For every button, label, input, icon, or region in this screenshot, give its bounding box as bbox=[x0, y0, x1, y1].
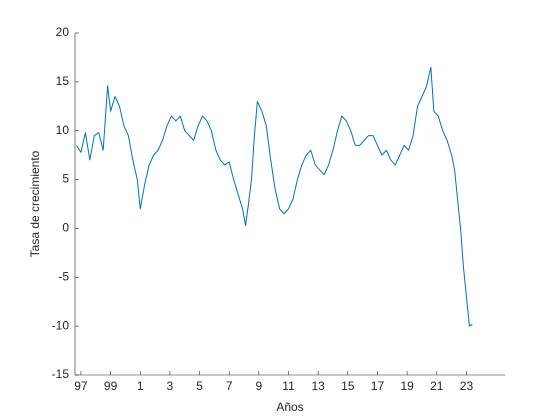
x-tick-label: 21 bbox=[430, 379, 444, 393]
x-tick-label: 97 bbox=[74, 379, 88, 393]
y-axis-label: Tasa de crecimiento bbox=[28, 150, 42, 257]
x-tick-label: 23 bbox=[460, 379, 474, 393]
x-tick-label: 11 bbox=[282, 379, 295, 393]
x-tick-label: 3 bbox=[167, 379, 174, 393]
x-tick-label: 7 bbox=[226, 379, 233, 393]
y-tick-label: 10 bbox=[56, 123, 70, 137]
y-tick-label: 0 bbox=[62, 221, 69, 235]
x-tick-label: 17 bbox=[371, 379, 385, 393]
y-tick-label: 5 bbox=[62, 172, 69, 186]
x-axis-label: Años bbox=[276, 400, 303, 414]
x-tick-label: 5 bbox=[196, 379, 203, 393]
x-tick-label: 15 bbox=[341, 379, 355, 393]
y-tick-label: 15 bbox=[56, 74, 70, 88]
data-line bbox=[76, 66, 473, 327]
x-tick-label: 9 bbox=[256, 379, 263, 393]
x-tick-label: 19 bbox=[400, 379, 414, 393]
y-tick-label: -5 bbox=[58, 269, 69, 283]
x-tick-label: 99 bbox=[104, 379, 118, 393]
y-tick-label: 20 bbox=[56, 25, 70, 39]
x-tick-label: 1 bbox=[137, 379, 144, 393]
y-tick-label: -15 bbox=[52, 367, 70, 381]
y-tick-label: -10 bbox=[52, 318, 70, 332]
x-tick-label: 13 bbox=[311, 379, 325, 393]
